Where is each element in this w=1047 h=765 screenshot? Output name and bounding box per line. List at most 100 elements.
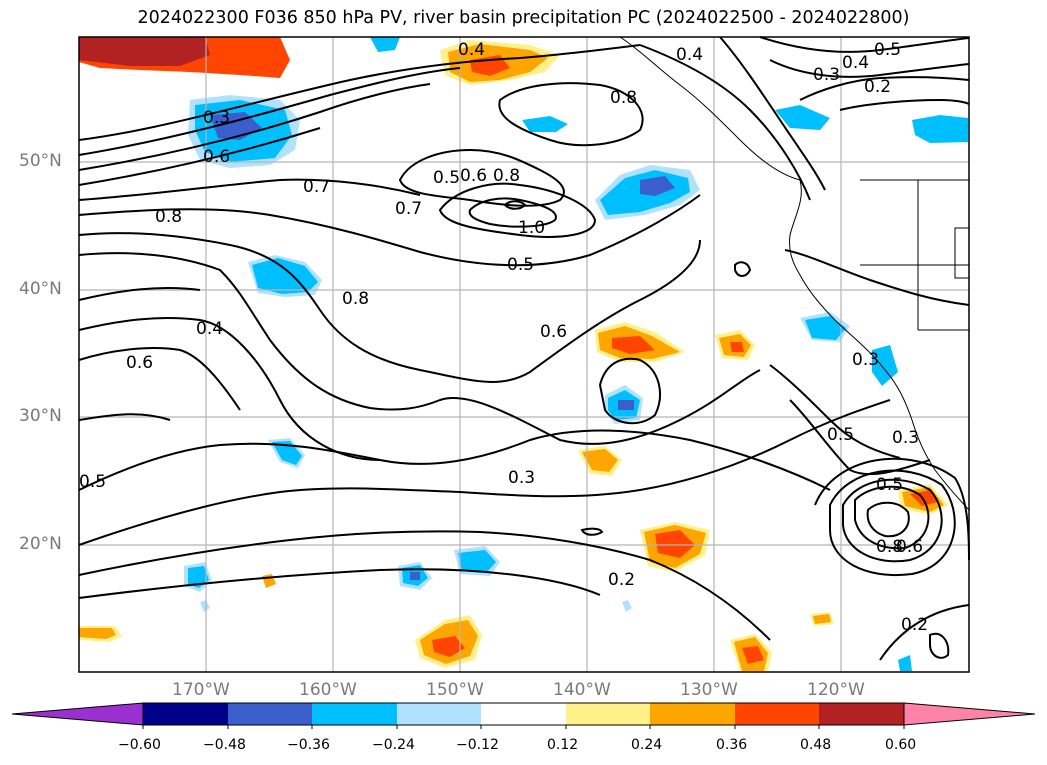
pv-contour: [784, 249, 970, 306]
colorbar-segment: [566, 703, 650, 725]
colorbar-extend-left: [11, 702, 144, 726]
colorbar-tick-label: 0.36: [716, 737, 748, 753]
precip-patch: [188, 566, 209, 588]
colorbar-segment: [397, 703, 481, 725]
precip-patch: [612, 336, 655, 354]
precip-patch: [775, 105, 830, 130]
contour-label: 0.5: [876, 475, 903, 495]
lon-label: 120°W: [807, 680, 865, 700]
precip-patch: [432, 636, 465, 657]
contour-label: 0.3: [892, 428, 919, 448]
lat-label: 40°N: [19, 279, 62, 299]
coastline-path: [619, 36, 970, 511]
pv-contour: [839, 98, 970, 111]
pv-contour: [503, 200, 527, 210]
pv-contour: [78, 568, 601, 599]
precip-patch: [813, 614, 831, 624]
pv-contour: [468, 197, 557, 228]
contour-label: 0.8: [342, 289, 369, 309]
pv-contour: [78, 178, 421, 201]
pv-contour: [78, 252, 761, 445]
pv-contour: [498, 82, 644, 147]
graticule: [79, 37, 969, 672]
contour-label: 0.6: [540, 322, 567, 342]
pv-contour: [438, 182, 597, 238]
contour-label: 0.4: [196, 319, 223, 339]
pv-contour: [929, 632, 950, 659]
pv-contour: [769, 364, 901, 459]
colorbar-tick-label: 0.24: [631, 737, 663, 753]
contour-label: 0.7: [395, 199, 422, 219]
pv-contour: [78, 413, 171, 421]
pv-contour: [639, 44, 811, 201]
lon-label: 130°W: [680, 680, 738, 700]
colorbar: [11, 702, 1036, 729]
lat-label: 50°N: [19, 151, 62, 171]
contour-label: 0.4: [458, 40, 485, 60]
precip-shading: [79, 37, 968, 671]
contour-label: 0.5: [827, 425, 854, 445]
contour-label: 0.6: [126, 353, 153, 373]
contour-label: 0.3: [203, 108, 230, 128]
pv-contour: [829, 469, 956, 577]
precip-patch: [618, 400, 634, 410]
colorbar-tick-label: 0.60: [885, 737, 917, 753]
lat-label: 20°N: [19, 534, 62, 554]
precip-patch: [640, 176, 675, 196]
pv-contour: [799, 76, 970, 101]
pv-contour: [78, 232, 701, 383]
contour-label: 1.0: [518, 218, 545, 238]
contour-labels: 0.4 0.4 0.3 0.6 0.7 0.8 0.7 0.5 0.6 0.8 …: [79, 40, 928, 635]
pv-contour: [78, 429, 831, 491]
pv-contour: [866, 501, 910, 538]
colorbar-segment: [312, 703, 397, 725]
pv-contour: [580, 527, 604, 536]
precip-patch: [262, 574, 276, 588]
contour-label: 0.5: [79, 472, 106, 492]
precip-patch: [522, 116, 568, 132]
precip-patch: [655, 530, 695, 558]
pv-contour: [78, 287, 201, 301]
coastline-path: [954, 227, 970, 279]
contour-label: 0.8: [876, 537, 903, 557]
pv-contour: [78, 127, 321, 186]
contour-label: 0.2: [608, 570, 635, 590]
contour-label: 0.3: [813, 65, 840, 85]
contour-label: 0.8: [493, 166, 520, 186]
pv-contour: [78, 44, 641, 141]
pv-contours: [78, 36, 970, 661]
contour-label: 0.6: [460, 166, 487, 186]
contour-label: 0.3: [508, 468, 535, 488]
pv-contour: [879, 604, 970, 661]
colorbar-tick-label: −0.24: [372, 737, 415, 753]
precip-patch: [370, 37, 400, 52]
contour-label: 0.6: [203, 147, 230, 167]
colorbar-tick-label: −0.48: [203, 737, 246, 753]
precip-patch: [742, 646, 764, 664]
lon-label: 140°W: [553, 680, 611, 700]
map-frame: [78, 36, 970, 673]
precip-patch: [730, 342, 744, 352]
precip-patch: [79, 37, 150, 55]
contour-label: 0.2: [901, 615, 928, 635]
pv-contour: [78, 83, 431, 171]
pv-contour: [78, 530, 771, 641]
precip-patch: [200, 600, 210, 612]
contour-label: 0.3: [852, 350, 879, 370]
contour-label: 0.8: [610, 88, 637, 108]
colorbar-outline: [142, 702, 905, 726]
pv-contour: [719, 36, 826, 191]
contour-label: 0.5: [874, 40, 901, 60]
pv-contour: [854, 485, 930, 550]
colorbar-segment: [650, 703, 735, 725]
precip-patch: [458, 550, 496, 572]
pv-contour: [78, 399, 891, 546]
precip-patch: [805, 316, 846, 340]
colorbar-segment: [143, 703, 228, 725]
map-title: 2024022300 F036 850 hPa PV, river basin …: [137, 8, 910, 28]
precip-patch: [872, 345, 898, 386]
precip-patch: [252, 258, 318, 294]
lon-label: 160°W: [299, 680, 357, 700]
colorbar-segment: [481, 703, 566, 725]
